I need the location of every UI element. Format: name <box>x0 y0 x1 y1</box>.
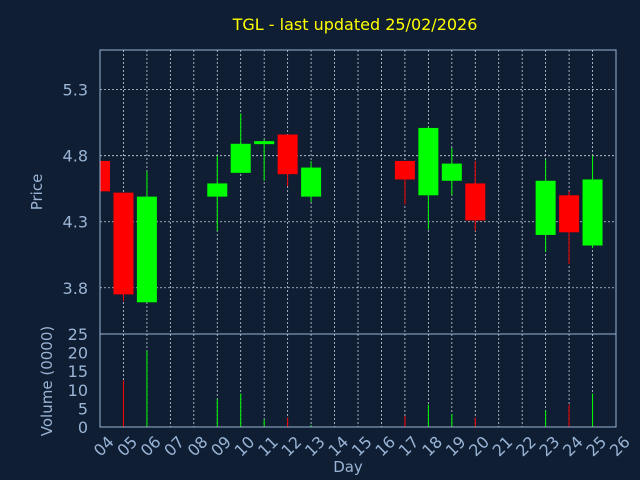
candle-body <box>207 183 228 197</box>
price-panel: 3.8 4.3 4.8 5.3 <box>63 49 617 335</box>
candle-body <box>100 160 110 192</box>
candle-body <box>465 183 486 221</box>
volume-tick-label: 0 <box>78 418 88 437</box>
chart-title: TGL - last updated 25/02/2026 <box>232 15 478 34</box>
volume-frame <box>99 333 617 428</box>
price-tick-label: 4.8 <box>63 147 88 166</box>
candle-body <box>418 127 439 196</box>
x-axis-title: Day <box>333 458 363 476</box>
volume-tick-label: 10 <box>68 381 88 400</box>
volume-axis-title: Volume (0000) <box>38 326 56 436</box>
volume-tick-label: 20 <box>68 344 88 363</box>
candle-body <box>394 160 415 180</box>
price-tick-label: 5.3 <box>63 81 88 100</box>
volume-tick-label: 15 <box>68 362 88 381</box>
candle-body <box>301 167 322 197</box>
price-tick-label: 4.3 <box>63 213 88 232</box>
candle-body <box>113 192 134 295</box>
price-axis-title: Price <box>28 174 46 211</box>
volume-tick-label: 5 <box>78 399 88 418</box>
price-tick-label: 3.8 <box>63 279 88 298</box>
candle-body <box>230 143 251 173</box>
candle-body <box>535 180 556 235</box>
volume-tick-label: 25 <box>68 325 88 344</box>
candle-body <box>441 163 462 181</box>
candle-body <box>254 141 275 145</box>
candle-body <box>582 179 603 246</box>
candle-body <box>277 134 298 175</box>
candle-body <box>559 195 580 233</box>
volume-panel: 0510152025040506070809101112131415161718… <box>68 325 634 460</box>
x-tick-label: 26 <box>606 432 634 460</box>
candle-body <box>136 196 157 303</box>
